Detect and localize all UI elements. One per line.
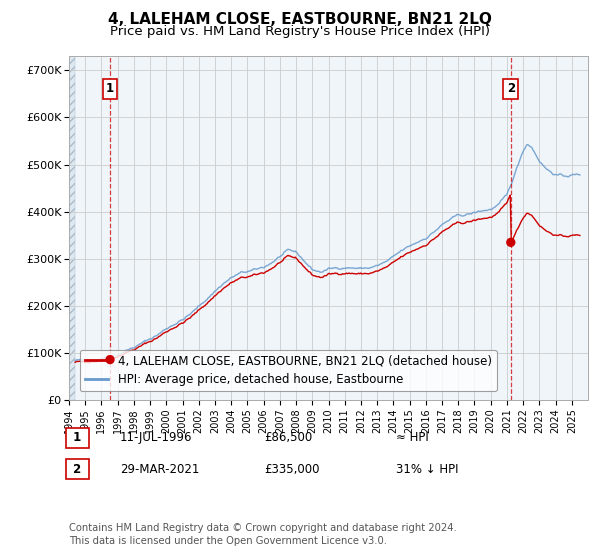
Text: 29-MAR-2021: 29-MAR-2021	[120, 463, 199, 476]
Text: 11-JUL-1996: 11-JUL-1996	[120, 431, 193, 445]
Text: 1: 1	[106, 82, 114, 95]
Point	[105, 355, 115, 364]
Bar	[69, 56, 74, 400]
Text: Contains HM Land Registry data © Crown copyright and database right 2024.
This d: Contains HM Land Registry data © Crown c…	[69, 523, 457, 546]
Text: 4, LALEHAM CLOSE, EASTBOURNE, BN21 2LQ: 4, LALEHAM CLOSE, EASTBOURNE, BN21 2LQ	[108, 12, 492, 27]
Text: 1: 1	[69, 431, 85, 445]
Text: £335,000: £335,000	[264, 463, 320, 476]
Text: 2: 2	[507, 82, 515, 95]
Text: £86,500: £86,500	[264, 431, 312, 445]
Legend: 4, LALEHAM CLOSE, EASTBOURNE, BN21 2LQ (detached house), HPI: Average price, det: 4, LALEHAM CLOSE, EASTBOURNE, BN21 2LQ (…	[80, 349, 497, 391]
Text: 31% ↓ HPI: 31% ↓ HPI	[396, 463, 458, 476]
Text: 2: 2	[69, 463, 85, 476]
Text: ≈ HPI: ≈ HPI	[396, 431, 429, 445]
Text: Price paid vs. HM Land Registry's House Price Index (HPI): Price paid vs. HM Land Registry's House …	[110, 25, 490, 38]
Point	[506, 238, 515, 247]
